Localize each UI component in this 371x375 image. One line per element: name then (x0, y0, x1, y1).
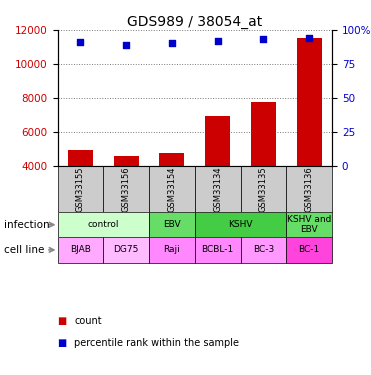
Point (260, 36, 266, 42)
Bar (195, 166, 240, 212)
Bar (103, 166, 149, 212)
Text: infection: infection (4, 220, 49, 230)
Text: count: count (74, 316, 102, 326)
Text: GSM33136: GSM33136 (305, 166, 313, 212)
Bar (114, 156, 139, 233)
Text: ■: ■ (58, 316, 67, 326)
Bar (286, 166, 332, 212)
Bar (195, 237, 240, 262)
Text: percentile rank within the sample: percentile rank within the sample (74, 338, 239, 348)
Text: BJAB: BJAB (70, 245, 91, 254)
Text: GSM33134: GSM33134 (213, 166, 222, 211)
Bar (286, 237, 332, 262)
Text: KSHV: KSHV (228, 220, 253, 229)
Point (215, 38, 221, 44)
Text: BCBL-1: BCBL-1 (201, 245, 234, 254)
Bar (149, 212, 195, 237)
Text: EBV: EBV (163, 220, 181, 229)
Bar (149, 166, 195, 212)
Bar (286, 212, 332, 237)
Bar (149, 237, 195, 262)
Bar (195, 212, 286, 237)
Point (306, 36, 312, 42)
Bar (251, 102, 276, 233)
Text: DG75: DG75 (114, 245, 139, 254)
Bar (240, 237, 286, 262)
Text: GSM33154: GSM33154 (167, 166, 176, 211)
Text: control: control (88, 220, 119, 229)
Bar (159, 153, 184, 233)
Text: GSM33135: GSM33135 (259, 166, 268, 211)
Point (123, 42, 129, 48)
Bar (103, 237, 149, 262)
Bar (205, 117, 230, 233)
Text: GSM33155: GSM33155 (76, 166, 85, 211)
Bar (240, 166, 286, 212)
Text: GSM33156: GSM33156 (122, 166, 131, 211)
Bar (68, 150, 93, 233)
Bar (58, 166, 103, 212)
Text: KSHV and
EBV: KSHV and EBV (287, 215, 331, 234)
Text: BC-1: BC-1 (299, 245, 320, 254)
Bar (58, 212, 149, 237)
Point (169, 40, 175, 46)
Title: GDS989 / 38054_at: GDS989 / 38054_at (127, 15, 262, 29)
Text: Raji: Raji (164, 245, 180, 254)
Text: ■: ■ (58, 338, 67, 348)
Bar (58, 237, 103, 262)
Text: BC-3: BC-3 (253, 245, 274, 254)
Point (78, 39, 83, 45)
Bar (296, 39, 322, 233)
Text: cell line: cell line (4, 245, 44, 255)
